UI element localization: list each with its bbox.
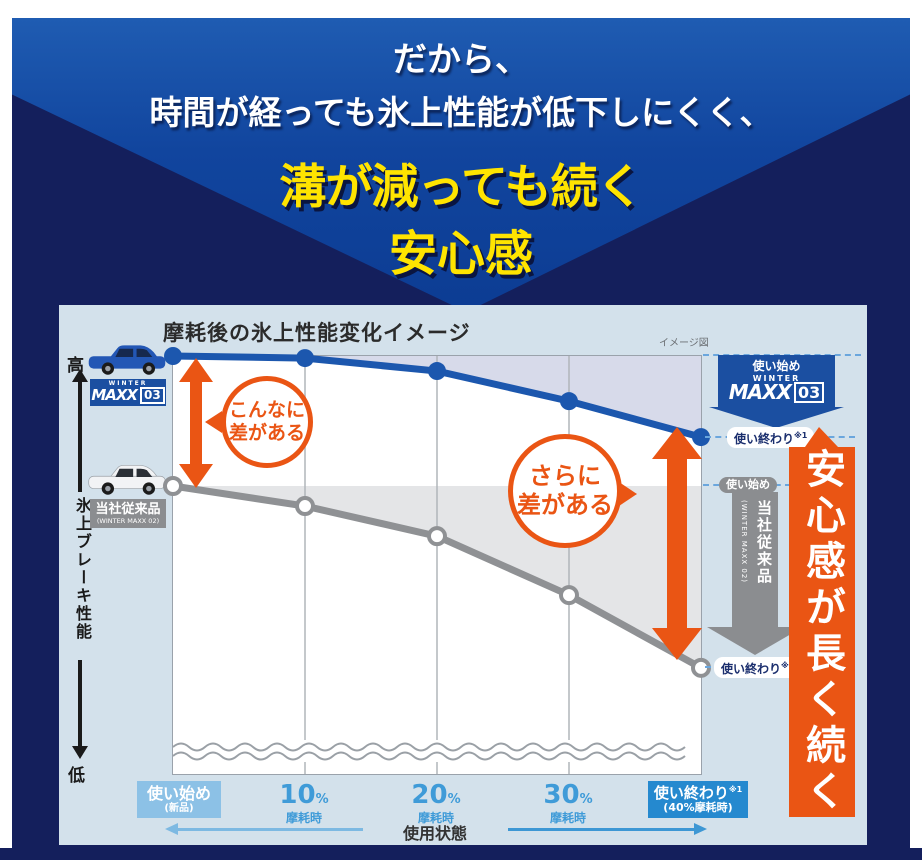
conventional-sub: (WINTER MAXX 02) xyxy=(96,516,160,525)
maxx03-use-start-label: 使い始め xyxy=(752,359,801,373)
banner-text: 安心感が長く続く xyxy=(799,448,845,816)
conventional-product-badge: 当社従来品 (WINTER MAXX 02) xyxy=(90,499,166,528)
x10-sub: 摩耗時 xyxy=(285,811,322,826)
arrow-brand-maxx: MAXX xyxy=(728,380,792,404)
x-label-30pct: 30% 摩耗時 xyxy=(528,780,608,826)
x-label-start-badge: 使い始め (新品) xyxy=(137,781,221,818)
winter-maxx03-badge: WINTER MAXX 03 xyxy=(90,379,166,406)
x-start-main: 使い始め xyxy=(146,784,211,804)
diff1-line2: 差がある xyxy=(228,422,305,444)
blue-car-icon xyxy=(86,341,168,381)
x-label-end-badge: 使い終わり※1 (40%摩耗時) xyxy=(648,781,748,818)
arrow-conventional-name: 当社従来品 xyxy=(755,500,773,585)
arrow-conventional-sub: (WINTER MAXX 02) xyxy=(740,500,748,584)
axis-arrow-right-head-icon xyxy=(694,823,707,835)
y-axis-up-arrowhead-icon xyxy=(72,369,88,382)
header-line-3: 溝が減っても続く xyxy=(279,160,643,215)
maxx02-use-start-label: 使い始め xyxy=(726,478,770,491)
x-label-20pct: 20% 摩耗時 xyxy=(396,780,476,826)
maxx02-range-arrow: 当社従来品 (WINTER MAXX 02) xyxy=(732,492,778,627)
chart-title: 摩耗後の氷上性能変化イメージ xyxy=(163,321,471,345)
diff1-line1: こんなに xyxy=(228,399,305,422)
axis-arrow-right xyxy=(508,828,694,831)
diff-bubble-1: こんなに 差がある xyxy=(221,376,313,468)
maxx03-use-end-note: ※1 xyxy=(794,431,808,440)
axis-arrow-left xyxy=(177,828,363,831)
bubble1-tail-icon xyxy=(205,411,222,433)
header-line-2: 時間が経っても氷上性能が低下しにくく、 xyxy=(149,93,773,132)
chart-panel: 摩耗後の氷上性能変化イメージ イメージ図 高 氷上ブレーキ性能 低 WINTER… xyxy=(59,305,867,845)
diff2-line2: 差がある xyxy=(517,491,613,519)
reassurance-banner: 安心感が長く続く xyxy=(789,447,855,817)
y-axis-down-arrowhead-icon xyxy=(72,746,88,759)
x-label-10pct: 10% 摩耗時 xyxy=(264,780,344,826)
axis-arrow-left-head-icon xyxy=(165,823,178,835)
x30-pct: % xyxy=(579,792,593,807)
arrow-brand-03: 03 xyxy=(793,382,825,403)
x10-num: 10 xyxy=(279,780,316,810)
x-start-sub: (新品) xyxy=(164,802,194,814)
maxx02-use-end-label: 使い終わり xyxy=(721,662,782,676)
brand-03: 03 xyxy=(139,387,165,404)
header-line-1: だから、 xyxy=(393,40,529,80)
y-axis-label: 氷上ブレーキ性能 xyxy=(73,497,92,641)
x-axis-title: 使用状態 xyxy=(402,824,467,843)
diff2-line1: さらに xyxy=(529,462,601,491)
maxx03-range-arrow: 使い始め WINTER MAXX 03 xyxy=(718,355,835,407)
diff-bubble-2: さらに 差がある xyxy=(508,434,622,548)
x30-sub: 摩耗時 xyxy=(549,811,586,826)
brand-winter: WINTER xyxy=(108,380,148,387)
y-axis-line-lower xyxy=(78,660,82,746)
orange-diff-arrow-small xyxy=(179,358,213,492)
maxx02-use-end-note: ※1 xyxy=(781,661,795,670)
x20-num: 20 xyxy=(411,780,448,810)
maxx03-use-end-label: 使い終わり xyxy=(734,432,795,446)
header-line-4: 安心感 xyxy=(388,226,533,282)
maxx02-use-end-pill: 使い終わり※1 xyxy=(714,657,802,678)
brand-maxx: MAXX xyxy=(91,386,138,404)
bubble2-tail-icon xyxy=(619,482,637,506)
maxx03-use-end-pill: 使い終わり※1 xyxy=(727,427,815,448)
axis-break-wave xyxy=(172,740,701,762)
image-note: イメージ図 xyxy=(659,338,709,349)
x-end-main: 使い終わり xyxy=(653,784,729,803)
conventional-name: 当社従来品 xyxy=(95,501,161,517)
orange-diff-arrow-big xyxy=(652,427,702,664)
x-end-note: ※1 xyxy=(728,785,743,795)
bottom-navy-strip xyxy=(0,848,922,860)
x10-pct: % xyxy=(315,792,329,807)
maxx02-use-start-pill: 使い始め xyxy=(719,477,777,493)
banner-tail-icon xyxy=(805,427,838,447)
x-end-sub: (40%摩耗時) xyxy=(663,800,733,814)
y-axis-line-upper xyxy=(78,382,82,492)
maxx03-arrowhead-icon xyxy=(709,407,844,428)
white-car-icon xyxy=(86,461,168,501)
x30-num: 30 xyxy=(543,780,580,810)
maxx02-arrowhead-icon xyxy=(707,627,803,655)
y-axis-low-label: 低 xyxy=(68,766,85,786)
x20-sub: 摩耗時 xyxy=(417,811,454,826)
x20-pct: % xyxy=(447,792,461,807)
arrow-brand-winter: WINTER xyxy=(752,374,801,383)
